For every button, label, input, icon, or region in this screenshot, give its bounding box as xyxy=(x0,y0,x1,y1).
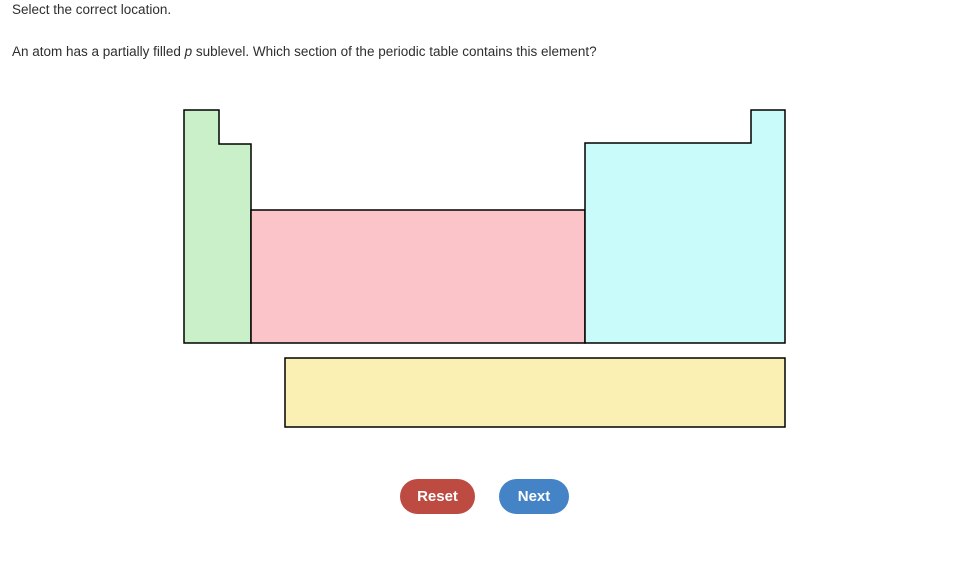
question-suffix: sublevel. Which section of the periodic … xyxy=(192,44,597,59)
instruction-text: Select the correct location. xyxy=(12,2,172,17)
question-text: An atom has a partially filled p subleve… xyxy=(12,44,597,59)
next-button[interactable]: Next xyxy=(499,479,569,514)
reset-button[interactable]: Reset xyxy=(400,479,475,514)
p-block-section[interactable] xyxy=(584,109,786,344)
f-block-section[interactable] xyxy=(284,357,786,428)
s-block-section[interactable] xyxy=(183,109,252,344)
question-italic-term: p xyxy=(184,44,193,59)
question-prefix: An atom has a partially filled xyxy=(12,44,185,59)
d-block-section[interactable] xyxy=(250,209,586,344)
